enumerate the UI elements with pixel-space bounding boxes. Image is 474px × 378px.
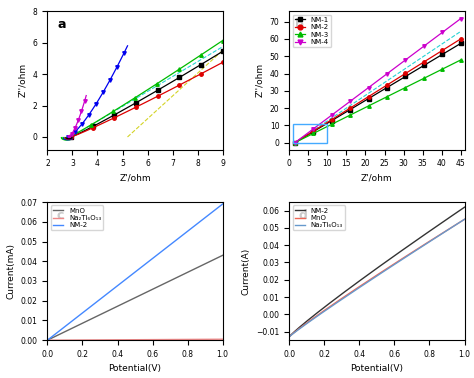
Text: c: c [56, 209, 64, 222]
Y-axis label: Z''/ohm: Z''/ohm [18, 64, 27, 98]
Text: a: a [58, 18, 66, 31]
Y-axis label: Z''/ohm: Z''/ohm [255, 64, 264, 98]
Y-axis label: Current(mA): Current(mA) [6, 243, 15, 299]
X-axis label: Potential(V): Potential(V) [109, 364, 162, 373]
Text: d: d [298, 209, 307, 222]
Legend: MnO, Na₂Ti₆O₁₃, NM-2: MnO, Na₂Ti₆O₁₃, NM-2 [51, 206, 103, 231]
X-axis label: Potential(V): Potential(V) [350, 364, 403, 373]
Legend: NM-2, MnO, Na₂Ti₆O₁₃: NM-2, MnO, Na₂Ti₆O₁₃ [293, 206, 345, 231]
Text: b: b [294, 18, 303, 31]
Polygon shape [62, 138, 73, 140]
Y-axis label: Current(A): Current(A) [242, 248, 251, 295]
Bar [293, 124, 328, 143]
X-axis label: Z'/ohm: Z'/ohm [361, 174, 392, 183]
X-axis label: Z'/ohm: Z'/ohm [119, 174, 151, 183]
Legend: NM-1, NM-2, NM-3, NM-4: NM-1, NM-2, NM-3, NM-4 [293, 15, 331, 47]
